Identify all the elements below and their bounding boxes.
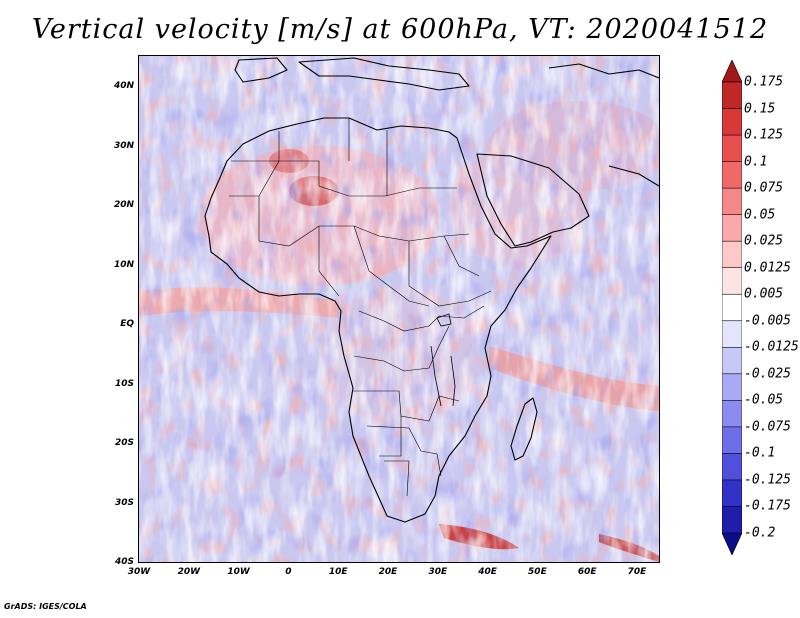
colorbar-swatch [722,506,742,534]
colorbar-swatch [722,81,742,110]
colorbar-label: -0.0125 [744,339,799,355]
lon-label: 30W [127,567,151,577]
colorbar-swatch [722,214,742,242]
colorbar-label: 0.025 [744,233,784,249]
colorbar-bottom-cap [722,532,742,555]
lat-label: 30N [113,140,134,151]
colorbar-swatch [722,187,742,216]
africa-coastline [204,117,552,523]
colorbar-swatch [722,134,742,163]
colorbar-swatch [722,293,742,322]
madagascar [510,397,538,461]
coastlines [204,57,659,523]
white-streaks [139,56,659,562]
colorbar-swatch [722,320,742,349]
colorbar-label: 0.075 [744,180,784,196]
colorbar-label: -0.125 [744,472,791,488]
lon-label: 10E [328,567,348,577]
colorbar-label: -0.175 [744,498,791,514]
map-panel [138,55,660,563]
colorbar-swatch [722,426,742,455]
colorbar-swatch [722,373,742,402]
lon-label: 40E [478,567,497,577]
colorbar-label: 0.125 [744,127,784,143]
lon-label: 50E [528,567,547,577]
lat-label: 30S [114,497,134,508]
colorbar-top-cap [722,60,742,83]
colorbar-swatch [722,267,742,296]
lon-label: 10W [227,567,250,577]
lat-label: 10S [114,378,134,389]
colorbar-label: 0.15 [744,101,776,117]
colorbar-label: -0.05 [744,392,784,408]
lat-label: 10N [113,259,134,270]
lon-label: 60E [577,567,597,577]
colorbar-label: -0.075 [744,419,791,435]
asia-coast [548,63,659,187]
lon-label: 0 [285,567,292,577]
colorbar-swatch [722,400,742,428]
colorbar-label: -0.025 [744,366,791,382]
colorbar-label: 0.1 [744,154,768,170]
colorbar-label: 0.0125 [744,260,791,276]
lat-label: 40S [114,557,134,567]
lat-label: EQ [120,319,134,329]
colorbar-label: 0.005 [744,286,784,302]
colorbar-swatch [722,161,742,189]
lat-label: 20S [114,438,134,448]
lon-label: 70E [627,567,647,577]
lon-label: 20W [177,567,201,577]
colorbar-swatch [722,479,742,508]
colorbar-label: -0.1 [744,445,776,461]
map-canvas [139,56,659,562]
europe [234,57,470,91]
lat-label: 40N [113,81,134,91]
colorbar-swatch [722,108,742,136]
lat-label: 20N [113,200,134,210]
colorbar-swatch [722,453,742,481]
credit-footer: GrADS: IGES/COLA [4,602,87,611]
colorbar-label: 0.05 [744,207,776,223]
colorbar [722,60,742,555]
lon-label: 20E [378,567,398,577]
colorbar-label: -0.005 [744,313,791,329]
lakes [430,313,456,407]
lon-label: 30E [428,567,448,577]
country-borders [229,118,492,497]
colorbar-swatch [722,240,742,269]
colorbar-label: 0.175 [744,74,784,90]
chart-title: Vertical velocity [m/s] at 600hPa, VT: 2… [31,14,769,45]
colorbar-label: -0.2 [744,525,776,541]
arabia [476,153,590,247]
colorbar-swatch [722,346,742,375]
